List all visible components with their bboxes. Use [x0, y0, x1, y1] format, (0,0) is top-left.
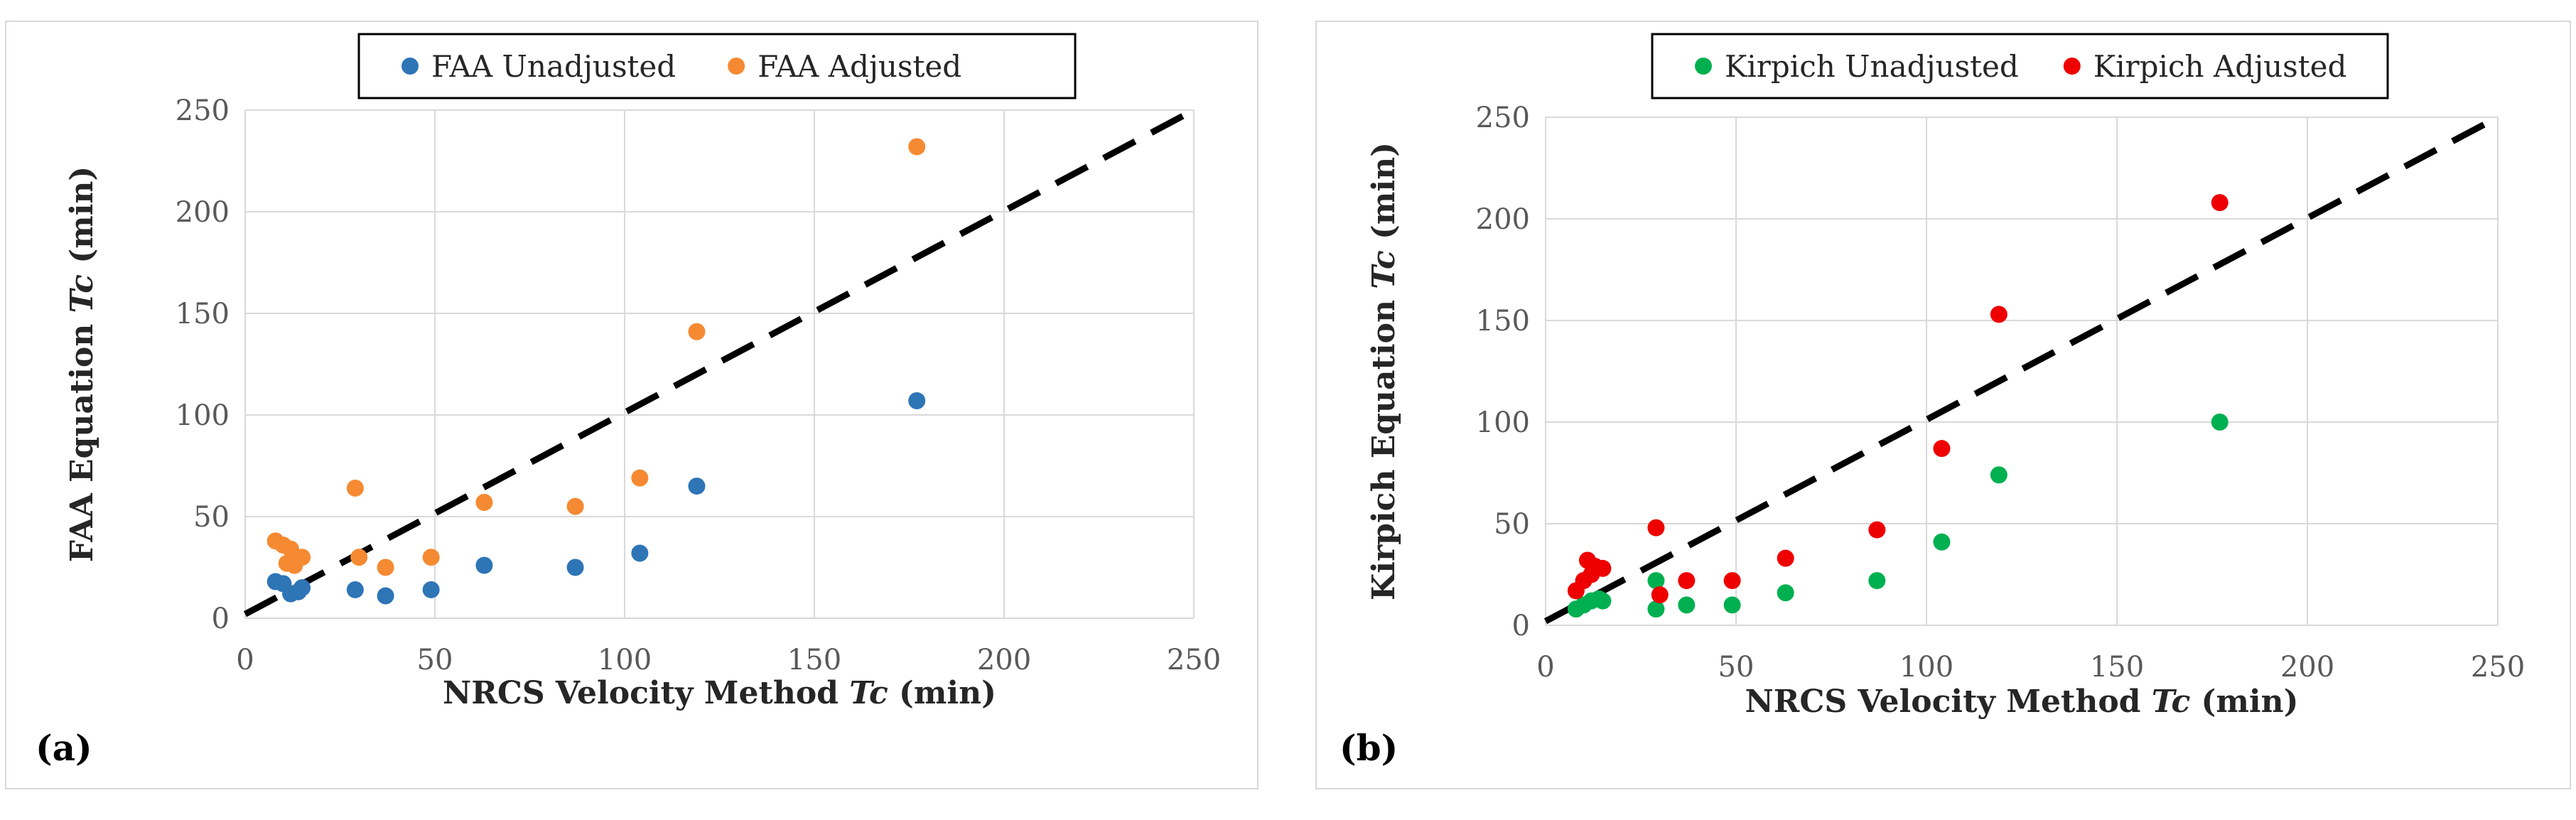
data-point-kirpich-unadjusted [1868, 572, 1886, 590]
x-tick-label: 100 [598, 644, 652, 676]
data-point-kirpich-unadjusted [1678, 596, 1696, 614]
legend-label: Kirpich Unadjusted [1725, 49, 2019, 84]
reference-line [1543, 114, 2500, 625]
data-point-kirpich-adjusted [1868, 521, 1886, 539]
x-tick-label: 250 [2471, 651, 2525, 684]
legend-label: Kirpich Adjusted [2093, 49, 2347, 84]
x-tick-label: 100 [1899, 651, 1953, 684]
x-tick-label: 250 [1167, 644, 1221, 676]
y-tick-label: 250 [176, 95, 230, 127]
data-point-faa-adjusted [688, 323, 706, 340]
data-point-kirpich-unadjusted [1594, 592, 1612, 610]
legend-label: FAA Unadjusted [431, 49, 676, 84]
x-tick-label: 0 [1536, 651, 1554, 684]
data-point-faa-unadjusted [377, 587, 394, 605]
x-tick-label: 200 [2280, 651, 2334, 684]
legend-marker [402, 58, 419, 75]
data-point-kirpich-adjusted [1647, 519, 1665, 536]
data-point-faa-unadjusted [631, 544, 649, 562]
data-point-faa-adjusted [566, 497, 584, 515]
y-tick-label: 150 [176, 298, 230, 330]
chart-panel-a: 0 50 100 150 200 250 0 50 100 150 200 250 NRCS Veloc… [5, 21, 1259, 789]
data-point-faa-unadjusted [293, 579, 311, 597]
x-tick-label: 150 [787, 644, 841, 676]
data-point-kirpich-adjusted [2211, 194, 2229, 212]
data-point-faa-adjusted [346, 479, 364, 497]
y-tick-label: 50 [1494, 508, 1530, 541]
data-point-faa-unadjusted [422, 581, 440, 598]
legend-marker [728, 58, 745, 75]
panel-label: (b) [1340, 727, 1398, 769]
data-point-kirpich-adjusted [1990, 306, 2008, 323]
data-point-faa-adjusted [293, 549, 311, 566]
panel-frame [1315, 21, 2571, 789]
data-point-kirpich-unadjusted [1933, 533, 1951, 551]
data-point-faa-adjusted [475, 493, 493, 511]
data-point-kirpich-adjusted [1933, 440, 1951, 458]
data-point-kirpich-unadjusted [1647, 572, 1665, 590]
y-tick-label: 0 [212, 603, 230, 635]
data-point-kirpich-adjusted [1723, 572, 1741, 590]
y-axis-label: Kirpich Equation Tc (min) [1366, 142, 1402, 600]
data-point-faa-adjusted [631, 469, 649, 487]
legend-box [1651, 33, 2389, 99]
y-tick-label: 50 [193, 501, 230, 534]
data-point-faa-unadjusted [688, 478, 706, 495]
data-point-faa-adjusted [422, 549, 440, 566]
panel-frame [5, 21, 1259, 789]
x-axis-label: NRCS Velocity Method Tc (min) [443, 675, 996, 711]
x-tick-label: 50 [1718, 651, 1755, 684]
data-point-faa-unadjusted [566, 559, 584, 576]
data-point-kirpich-unadjusted [1990, 466, 2008, 484]
data-point-kirpich-unadjusted [2211, 414, 2229, 431]
y-axis-label: FAA Equation Tc (min) [64, 166, 100, 562]
data-point-kirpich-adjusted [1678, 572, 1696, 590]
x-tick-label: 50 [417, 644, 453, 676]
chart-panel-b: 0 50 100 150 200 250 0 50 100 150 200 250 NRCS Veloc… [1315, 21, 2571, 789]
y-tick-label: 100 [1476, 406, 1530, 439]
data-point-faa-adjusted [908, 138, 926, 156]
data-point-kirpich-adjusted [1777, 549, 1794, 567]
data-point-faa-unadjusted [908, 392, 926, 409]
y-tick-label: 200 [1476, 203, 1530, 236]
legend-label: FAA Adjusted [758, 49, 961, 84]
data-point-kirpich-unadjusted [1647, 600, 1665, 618]
legend-marker [1695, 58, 1712, 75]
reference-line [243, 107, 1196, 617]
x-tick-label: 0 [236, 644, 254, 676]
data-point-faa-adjusted [350, 549, 368, 566]
legend-box [357, 33, 1077, 99]
data-point-faa-unadjusted [475, 556, 493, 574]
y-tick-label: 100 [176, 399, 230, 432]
data-point-faa-unadjusted [346, 581, 364, 598]
y-tick-label: 0 [1512, 610, 1530, 642]
data-point-kirpich-unadjusted [1777, 584, 1794, 602]
legend-marker [2063, 58, 2081, 75]
data-point-kirpich-unadjusted [1723, 596, 1741, 614]
x-axis-label: NRCS Velocity Method Tc (min) [1745, 684, 2299, 720]
y-tick-label: 250 [1476, 102, 1530, 134]
data-point-faa-adjusted [377, 559, 394, 576]
x-tick-label: 200 [977, 644, 1031, 676]
data-point-kirpich-adjusted [1594, 559, 1612, 577]
y-tick-label: 150 [1476, 305, 1530, 338]
x-tick-label: 150 [2090, 651, 2144, 684]
panel-label: (a) [36, 727, 92, 769]
y-tick-label: 200 [176, 196, 230, 229]
data-point-kirpich-adjusted [1651, 586, 1669, 604]
